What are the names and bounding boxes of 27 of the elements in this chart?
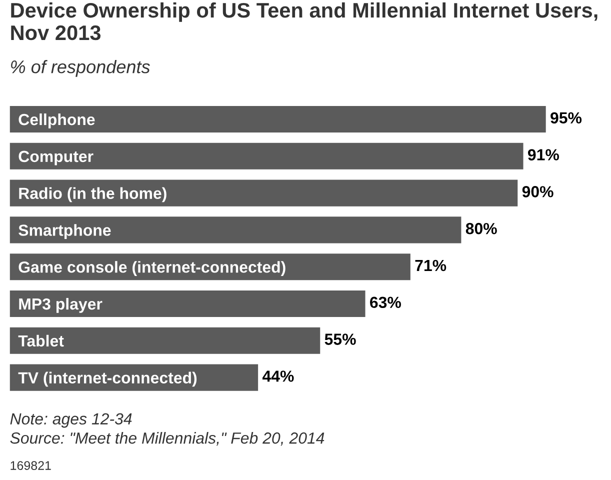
y-tick-label: Cellphone [18,113,95,128]
y-tick-label: Smartphone [18,224,111,240]
bar [10,327,320,354]
data-label: 80% [466,222,497,234]
data-label: 44% [262,370,294,382]
y-tick-label: Game console (internet-connected) [18,261,286,276]
data-label: 95% [550,112,582,124]
data-label: 71% [415,260,446,272]
source-note: Source: "Meet the Millennials," Feb 20, 2014 [10,432,324,446]
data-label: 55% [324,334,356,345]
bar [10,290,366,318]
data-label: 63% [370,296,401,308]
y-tick-label: TV (internet-connected) [18,372,197,387]
data-label: 91% [528,149,559,160]
chart-subtitle: % of respondents [11,60,150,77]
bar [10,106,546,133]
y-tick-label: Radio (in the home) [19,187,166,202]
data-label: 90% [522,186,554,198]
bar [10,142,524,170]
y-tick-label: Computer [18,150,94,166]
text: 169821 [10,461,51,470]
bar [10,216,462,244]
y-tick-label: MP3 player [19,298,102,313]
y-tick-label: Tablet [18,334,64,347]
chart-title: Device Ownership of US Teen and Millennial Internet Users, Nov 2013 [11,2,598,40]
text: Note: ages 12-34 [10,413,132,428]
bar [10,180,518,206]
